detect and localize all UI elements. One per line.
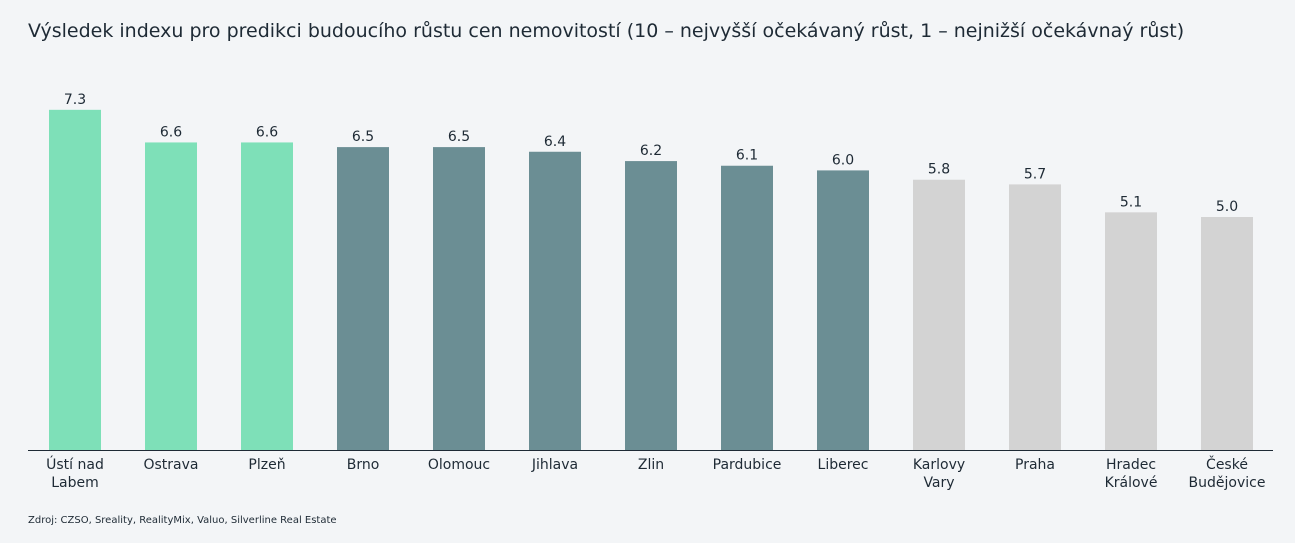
bar [529,151,581,450]
category-label: Ústí nad Labem [46,455,104,491]
source-note: Zdroj: CZSO, Sreality, RealityMix, Valuo… [28,515,337,526]
bar [1009,184,1061,450]
category-label: Hradec Králové [1105,457,1158,491]
bar [913,179,965,450]
category-label: Brno [347,457,380,473]
bar [1201,217,1253,450]
bar-value-label: 6.6 [160,124,182,140]
bar [721,165,773,451]
bar-value-label: 6.5 [448,129,470,145]
category-label: Plzeň [248,457,285,473]
category-label: Jihlava [531,457,578,473]
bar-value-label: 5.0 [1216,199,1238,215]
bar [1105,212,1157,450]
bar [337,147,389,450]
category-label: Karlovy Vary [913,457,965,491]
bar-value-label: 5.8 [928,162,950,178]
category-label: Pardubice [713,457,782,473]
bar-value-label: 7.3 [64,92,86,108]
category-label: Olomouc [428,457,490,473]
bar-value-label: 6.4 [544,134,566,150]
category-label: Ostrava [143,457,198,473]
bar-value-label: 6.2 [640,143,662,159]
bar [49,109,101,450]
bar-value-label: 6.0 [832,152,854,168]
bar [433,147,485,450]
category-label: České Budějovice [1189,455,1266,491]
category-label: Zlin [638,457,664,473]
bar [241,142,293,450]
category-label: Liberec [818,457,869,473]
bar-value-label: 5.7 [1024,166,1046,182]
bar-value-label: 6.6 [256,124,278,140]
bar-value-label: 5.1 [1120,194,1142,210]
category-label: Praha [1015,457,1055,473]
bar [625,161,677,450]
bar-value-label: 6.5 [352,129,374,145]
bar [817,170,869,450]
chart-title: Výsledek indexu pro predikci budoucího r… [28,20,1185,42]
bar [145,142,197,450]
bar-value-label: 6.1 [736,148,758,164]
